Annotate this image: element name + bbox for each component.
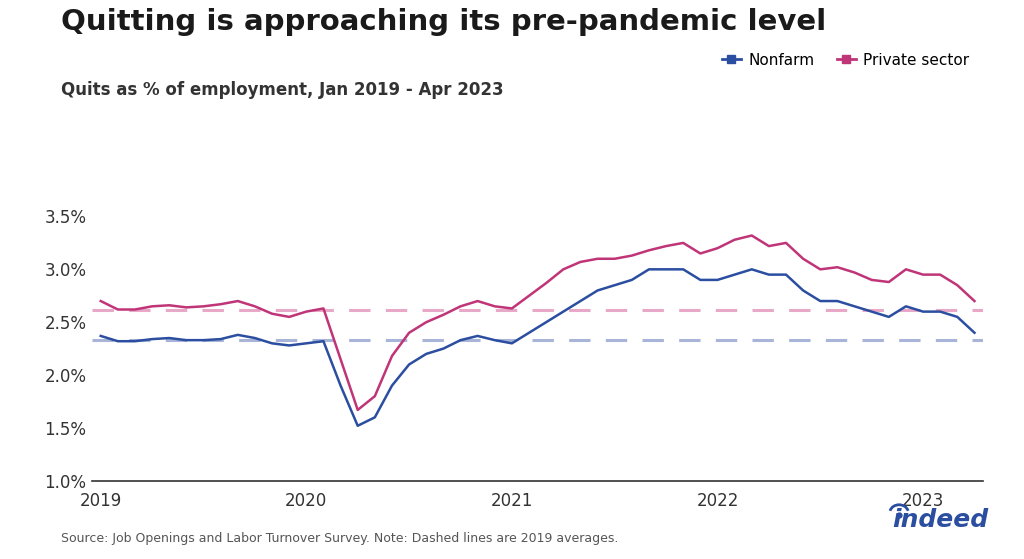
Legend: Nonfarm, Private sector: Nonfarm, Private sector <box>716 46 976 74</box>
Text: indeed: indeed <box>892 508 988 532</box>
Text: Source: Job Openings and Labor Turnover Survey. Note: Dashed lines are 2019 aver: Source: Job Openings and Labor Turnover … <box>61 532 618 545</box>
Text: Quits as % of employment, Jan 2019 - Apr 2023: Quits as % of employment, Jan 2019 - Apr… <box>61 81 504 99</box>
Text: Quitting is approaching its pre-pandemic level: Quitting is approaching its pre-pandemic… <box>61 8 826 36</box>
